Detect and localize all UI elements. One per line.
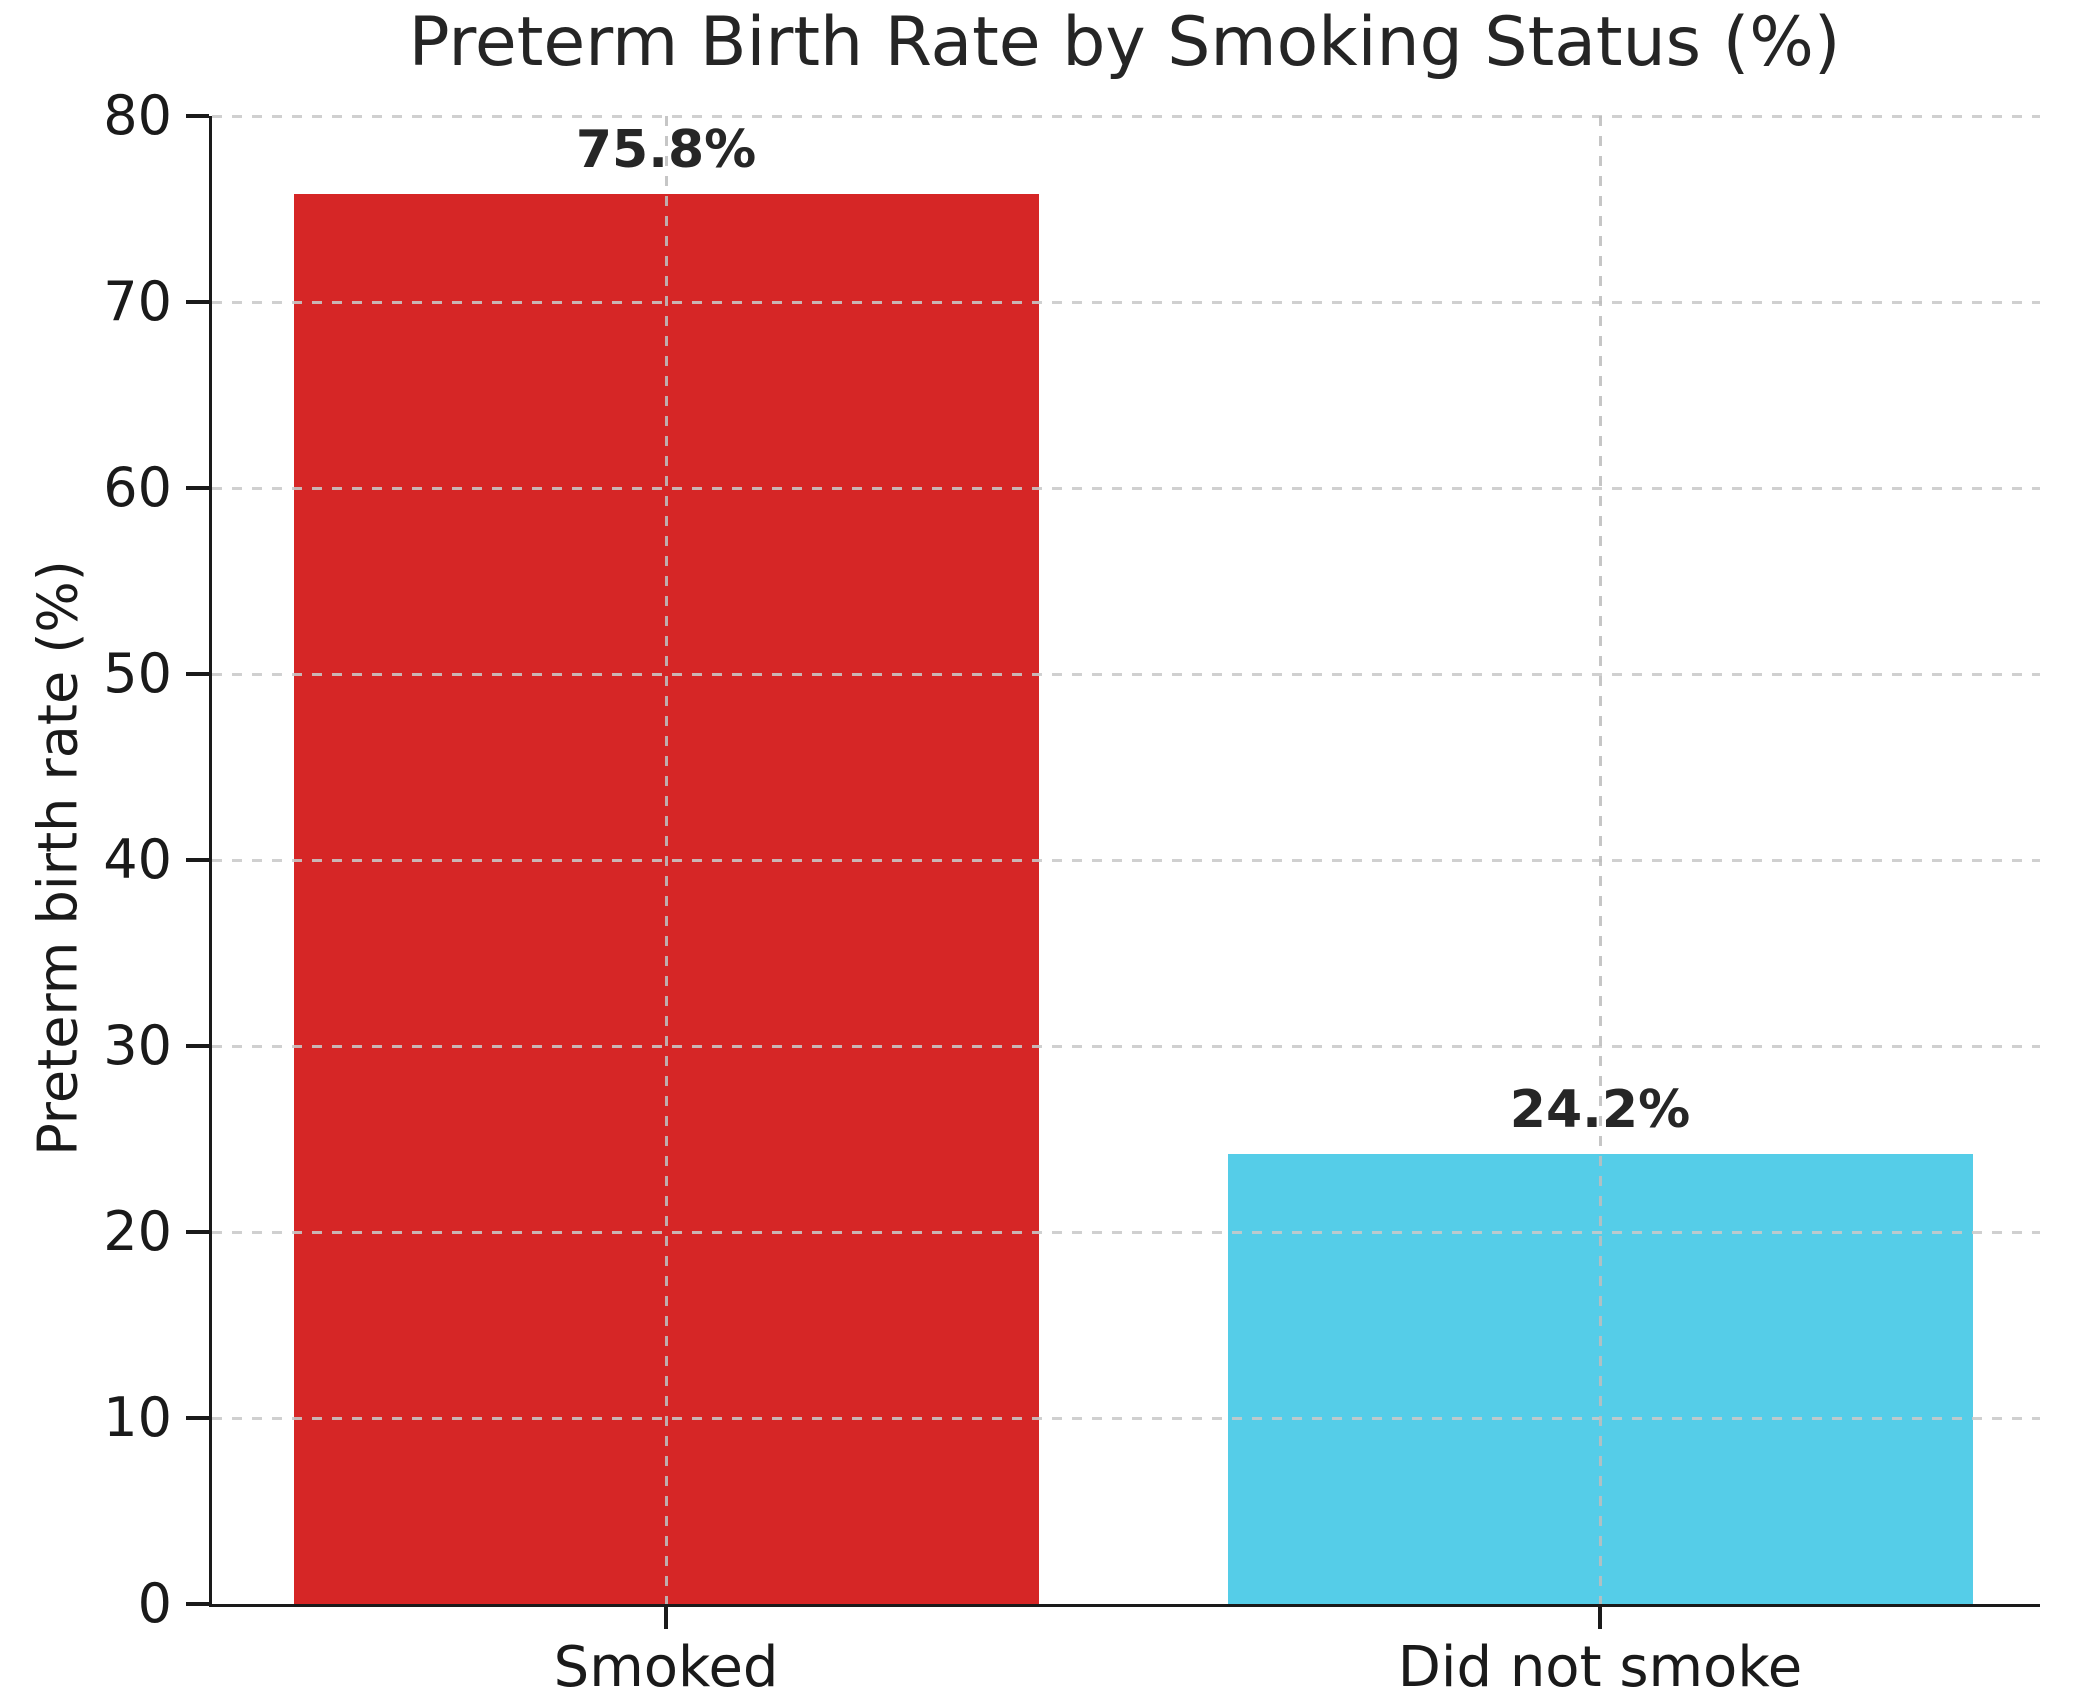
xtick-mark-did-not-smoke [1598,1607,1602,1629]
ytick-label-80: 80 [103,84,172,147]
ytick-mark-60 [186,486,209,490]
ytick-label-70: 70 [103,270,172,333]
ytick-label-50: 50 [103,642,172,705]
bar-value-label-did-not-smoke: 24.2% [1509,1079,1691,1140]
ytick-mark-70 [186,300,209,304]
xtick-label-did-not-smoke: Did not smoke [1397,1635,1803,1688]
gridline-h-30 [212,1044,2040,1048]
gridline-h-70 [212,300,2040,304]
ytick-label-10: 10 [103,1386,172,1449]
bar-value-label-smoked: 75.8% [575,120,757,181]
ytick-mark-20 [186,1230,209,1234]
ytick-mark-50 [186,672,209,676]
ytick-label-60: 60 [103,456,172,519]
xtick-label-smoked: Smoked [553,1635,779,1688]
gridline-h-40 [212,858,2040,862]
ytick-mark-10 [186,1416,209,1420]
ytick-mark-30 [186,1044,209,1048]
gridline-h-60 [212,486,2040,490]
ytick-mark-40 [186,858,209,862]
gridline-v-smoked [664,116,668,1604]
gridline-h-20 [212,1230,2040,1234]
gridline-h-80 [212,114,2040,118]
ytick-label-40: 40 [103,828,172,891]
chart-title: Preterm Birth Rate by Smoking Status (%) [408,3,1841,82]
ytick-mark-80 [186,114,209,118]
ytick-mark-0 [186,1602,209,1606]
ytick-label-20: 20 [103,1200,172,1263]
gridline-h-10 [212,1416,2040,1420]
plot-area: 75.8% 24.2% 0 10 20 30 40 50 60 70 80 Smoked Did not… [103,89,2040,1688]
gridline-v-did-not-smoke [1598,116,1602,1604]
ytick-label-0: 0 [137,1572,172,1635]
ytick-label-30: 30 [103,1014,172,1077]
gridline-h-50 [212,672,2040,676]
xtick-mark-smoked [664,1607,669,1629]
